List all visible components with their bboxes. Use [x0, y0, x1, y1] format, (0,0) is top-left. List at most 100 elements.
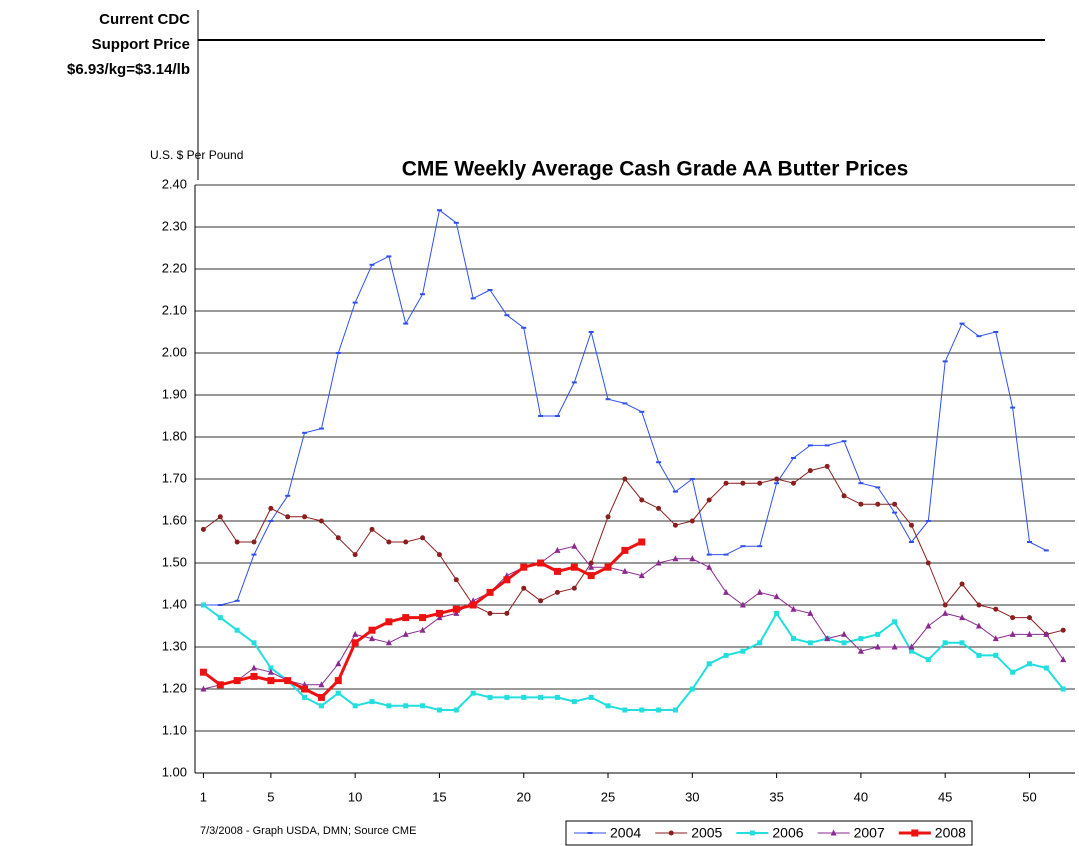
point [706, 497, 712, 503]
point [587, 572, 595, 580]
point [335, 660, 342, 667]
point [521, 694, 527, 700]
point [487, 289, 493, 291]
y-tick-label: 1.00 [162, 764, 187, 779]
point [435, 609, 443, 617]
point [672, 707, 678, 713]
point [925, 657, 931, 663]
y-tick-label: 2.10 [162, 302, 187, 317]
point [452, 605, 460, 613]
point [639, 707, 645, 713]
point [385, 639, 392, 646]
y-tick-label: 1.50 [162, 554, 187, 569]
point [1060, 627, 1066, 633]
point [638, 572, 645, 579]
point [335, 690, 341, 696]
point [302, 431, 308, 434]
annotation: Current CDC [99, 11, 190, 28]
point [588, 563, 595, 570]
point [891, 643, 898, 650]
point [233, 677, 241, 685]
x-tick-label: 25 [601, 789, 615, 804]
point [251, 664, 258, 671]
point [706, 563, 713, 570]
point [554, 694, 560, 700]
legend-label: 2005 [691, 825, 722, 841]
point [302, 694, 308, 700]
point [470, 690, 476, 696]
point [756, 588, 763, 595]
point [656, 707, 662, 713]
point [403, 539, 409, 545]
y-tick-label: 1.10 [162, 722, 187, 737]
x-tick-label: 5 [267, 789, 274, 804]
point [757, 545, 763, 548]
y-tick-label: 1.80 [162, 428, 187, 443]
point [436, 209, 442, 212]
point [1043, 630, 1050, 637]
point [521, 585, 527, 591]
point [925, 560, 931, 566]
point [655, 559, 662, 566]
point [1026, 630, 1033, 637]
legend-label: 2007 [854, 825, 885, 841]
point [1060, 656, 1067, 663]
point [267, 677, 275, 685]
point [622, 707, 628, 713]
point [200, 526, 206, 532]
y-tick-label: 1.60 [162, 512, 187, 527]
point [200, 685, 207, 692]
point [588, 331, 594, 333]
point [993, 606, 999, 612]
point [723, 480, 729, 486]
point [689, 518, 695, 524]
point [570, 563, 578, 571]
point [605, 514, 611, 520]
point [757, 480, 763, 486]
point [436, 552, 442, 558]
point [453, 577, 459, 583]
point [470, 297, 476, 300]
point [318, 681, 325, 688]
point [369, 263, 375, 266]
point [639, 410, 645, 413]
point [976, 335, 982, 338]
point [402, 614, 410, 622]
point [858, 501, 864, 507]
y-tick-label: 1.20 [162, 680, 187, 695]
point [790, 480, 796, 486]
point [318, 703, 324, 709]
point [520, 563, 528, 571]
legend-marker [587, 832, 593, 834]
point [234, 599, 240, 602]
point [538, 598, 544, 604]
point [217, 604, 223, 606]
point [199, 668, 207, 676]
point [723, 553, 729, 556]
point [351, 639, 359, 647]
point [317, 693, 325, 701]
point [723, 588, 730, 595]
point [824, 444, 830, 447]
y-tick-label: 2.40 [162, 176, 187, 191]
point [925, 622, 932, 629]
point [959, 640, 965, 646]
point [857, 647, 864, 654]
point [469, 601, 477, 609]
point [975, 622, 982, 629]
legend-marker [668, 830, 674, 836]
point [301, 685, 309, 693]
y-tick-label: 1.40 [162, 596, 187, 611]
point [942, 360, 948, 363]
point [453, 707, 459, 713]
point [234, 539, 240, 545]
x-tick-label: 40 [854, 789, 868, 804]
source-note: 7/3/2008 - Graph USDA, DMN; Source CME [200, 825, 416, 837]
point [774, 610, 780, 616]
point [908, 648, 914, 654]
point [959, 322, 965, 325]
point [993, 331, 999, 333]
legend-label: 2006 [772, 825, 803, 841]
point [774, 482, 780, 485]
